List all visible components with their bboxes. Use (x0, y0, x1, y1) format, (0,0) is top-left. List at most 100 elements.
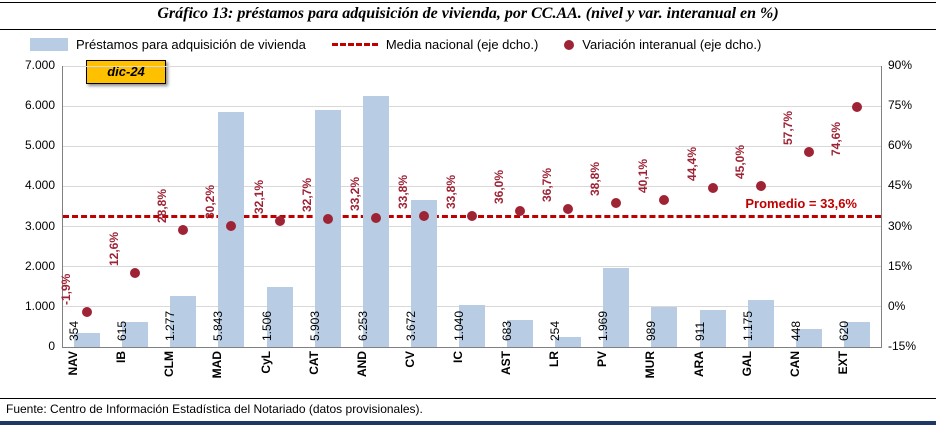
bar (122, 322, 149, 347)
dot-value-label: 12,6% (107, 232, 122, 267)
bar (699, 310, 726, 347)
bar (410, 199, 437, 347)
bar (74, 332, 101, 347)
gridline (63, 145, 881, 147)
y-axis-tick-right: 30% (888, 218, 913, 233)
y-axis-tick-right: 15% (888, 258, 913, 273)
dot (322, 214, 333, 225)
dot (515, 205, 526, 216)
bar-value-label: 1.506 (259, 310, 274, 341)
bar-value-label: 448 (788, 320, 803, 341)
legend-item-bars: Préstamos para adquisición de vivienda (30, 37, 306, 52)
dot-swatch-icon (564, 39, 575, 50)
chart: dic-24 0 -15% 1.000 0% 2.000 15% 3.000 30% 4.000… (0, 58, 936, 403)
dot-value-label: 36,0% (492, 169, 507, 204)
legend: Préstamos para adquisición de vivienda M… (30, 37, 761, 52)
bar-swatch-icon (30, 38, 68, 51)
y-axis-tick-right: 0% (888, 298, 906, 313)
dot-value-label: 36,7% (540, 167, 555, 202)
bar-value-label: 1.277 (163, 310, 178, 341)
x-axis-label: AST (499, 351, 514, 375)
gridline (63, 226, 881, 228)
dashed-line-swatch-icon (331, 43, 378, 46)
x-axis-label: IB (114, 351, 129, 363)
dot (467, 211, 477, 222)
bar-value-label: 6.253 (355, 310, 370, 341)
bar (747, 299, 774, 347)
bottom-accent-bar (0, 421, 936, 425)
bar-value-label: 1.040 (452, 310, 466, 341)
y-axis-tick-left: 7.000 (24, 58, 55, 72)
dot (418, 211, 429, 222)
x-axis-label: GAL (739, 351, 754, 377)
y-axis-tick-left: 6.000 (24, 98, 55, 113)
dot (274, 215, 285, 226)
x-axis-label: ARA (691, 351, 706, 377)
bar (314, 110, 341, 347)
bar (507, 319, 534, 347)
gridline (63, 105, 881, 107)
dot-value-label: -1,9% (59, 273, 74, 305)
x-axis-label: IC (451, 351, 465, 363)
y-axis-tick-left: 5.000 (24, 138, 55, 153)
dot-value-label: 38,8% (588, 162, 603, 197)
dot-value-label: 45,0% (732, 145, 747, 180)
dot-value-label: 33,8% (395, 175, 410, 210)
y-axis-tick-right: 75% (888, 98, 913, 113)
bar-value-label: 620 (836, 320, 851, 341)
x-axis-label: EXT (835, 351, 850, 375)
x-axis-label: NAV (66, 351, 81, 376)
bar (555, 336, 582, 347)
dot (755, 181, 766, 192)
date-box: dic-24 (86, 60, 166, 84)
y-axis-tick-left: 2.000 (24, 258, 55, 273)
dot (563, 203, 574, 214)
dot-value-label: 74,6% (828, 122, 843, 157)
bar-value-label: 254 (548, 320, 563, 341)
dot-value-label: 57,7% (780, 111, 795, 146)
dot (851, 102, 862, 113)
bar (843, 322, 870, 347)
bar-value-label: 683 (500, 320, 515, 341)
dot-value-label: 33,2% (347, 176, 362, 212)
gridline (63, 185, 881, 187)
dot (803, 147, 814, 158)
bar (603, 267, 630, 347)
legend-line-label: Media nacional (eje dcho.) (385, 37, 539, 52)
y-axis-tick-left: 4.000 (24, 178, 55, 193)
x-axis-label: CyL (258, 351, 273, 374)
dot (707, 183, 718, 194)
dot (611, 198, 622, 209)
y-axis-tick-right: 90% (888, 58, 913, 72)
dot-value-label: 33,8% (444, 175, 458, 210)
x-axis-label: LR (547, 351, 562, 367)
bar-value-label: 5.843 (211, 310, 226, 341)
bar-value-label: 615 (115, 320, 130, 341)
dot-value-label: 44,4% (684, 147, 699, 182)
bar (651, 307, 678, 347)
bar (795, 329, 822, 347)
gridline (63, 65, 881, 67)
y-axis-tick-left: 1.000 (24, 298, 55, 313)
y-axis-tick-right: 60% (888, 138, 913, 153)
dot-value-label: 40,1% (636, 158, 651, 193)
footer-rule (0, 398, 936, 399)
legend-bars-label: Préstamos para adquisición de vivienda (76, 37, 306, 52)
bar-value-label: 3.672 (403, 310, 418, 341)
x-axis-label: MAD (210, 351, 225, 379)
dot-value-label: 30,2% (203, 185, 218, 220)
plot-area: 0 -15% 1.000 0% 2.000 15% 3.000 30% 4.000 45% 5.00… (25, 58, 916, 378)
gridline (63, 266, 881, 268)
average-value-label: Promedio = 33,6% (745, 195, 857, 211)
x-axis-label: AND (354, 351, 369, 377)
dot (659, 194, 670, 205)
dot-value-label: 28,8% (155, 188, 170, 223)
dot (178, 224, 189, 235)
x-axis-label: PV (595, 351, 610, 368)
y-axis-tick-right: 45% (888, 178, 913, 193)
dot-value-label: 32,1% (251, 179, 266, 214)
bar (266, 286, 293, 347)
dot (370, 213, 381, 224)
y-axis-tick-right: -15% (888, 339, 917, 353)
